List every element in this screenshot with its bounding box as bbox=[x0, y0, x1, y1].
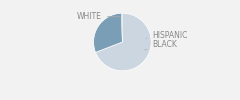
Text: WHITE: WHITE bbox=[77, 12, 120, 21]
Text: HISPANIC: HISPANIC bbox=[146, 31, 188, 40]
Text: BLACK: BLACK bbox=[145, 40, 178, 50]
Wedge shape bbox=[96, 13, 151, 71]
Wedge shape bbox=[121, 13, 122, 42]
Wedge shape bbox=[94, 13, 122, 52]
